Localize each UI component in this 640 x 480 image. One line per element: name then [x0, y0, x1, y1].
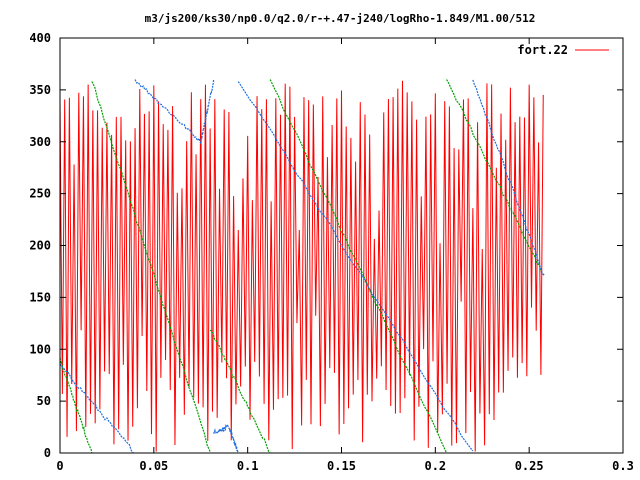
y-tick-label: 300 [29, 135, 51, 149]
series-layer [59, 79, 545, 454]
series-segment [228, 427, 239, 454]
y-tick-label: 100 [29, 342, 51, 356]
series-segment [59, 363, 136, 454]
series-segment [237, 81, 474, 452]
series-segment [134, 79, 202, 144]
y-tick-label: 50 [37, 394, 51, 408]
series-segment [200, 79, 215, 143]
legend: fort.22 [517, 43, 609, 57]
y-tick-label: 400 [29, 31, 51, 45]
series-segment [472, 79, 545, 276]
y-tick-label: 350 [29, 83, 51, 97]
series-segment [269, 79, 448, 454]
x-tick-label: 0.15 [327, 459, 356, 473]
series-segment [446, 79, 545, 276]
x-tick-label: 0.2 [424, 459, 446, 473]
series-segment [91, 81, 211, 452]
x-tick-label: 0.3 [612, 459, 634, 473]
x-tick-label: 0.05 [139, 459, 168, 473]
axes-layer: 0 0.05 0.1 0.15 0.2 0.25 0.3 0 50 100 150 200 250 300… [29, 31, 634, 473]
x-tick-label: 0.25 [515, 459, 544, 473]
y-tick-label: 150 [29, 290, 51, 304]
series-line-blue [59, 79, 545, 454]
y-tick-label: 200 [29, 239, 51, 253]
series-segment [209, 329, 271, 453]
x-tick-label: 0.1 [237, 459, 259, 473]
series-segment [213, 423, 230, 435]
series-line-fort-22 [59, 80, 544, 452]
y-tick-label: 0 [44, 446, 51, 460]
y-tick-label: 250 [29, 187, 51, 201]
chart-title: m3/js200/ks30/np0.0/q2.0/r-+.47-j240/log… [145, 12, 536, 25]
x-tick-label: 0 [56, 459, 63, 473]
legend-label: fort.22 [517, 43, 568, 57]
series-line-green [59, 79, 545, 454]
